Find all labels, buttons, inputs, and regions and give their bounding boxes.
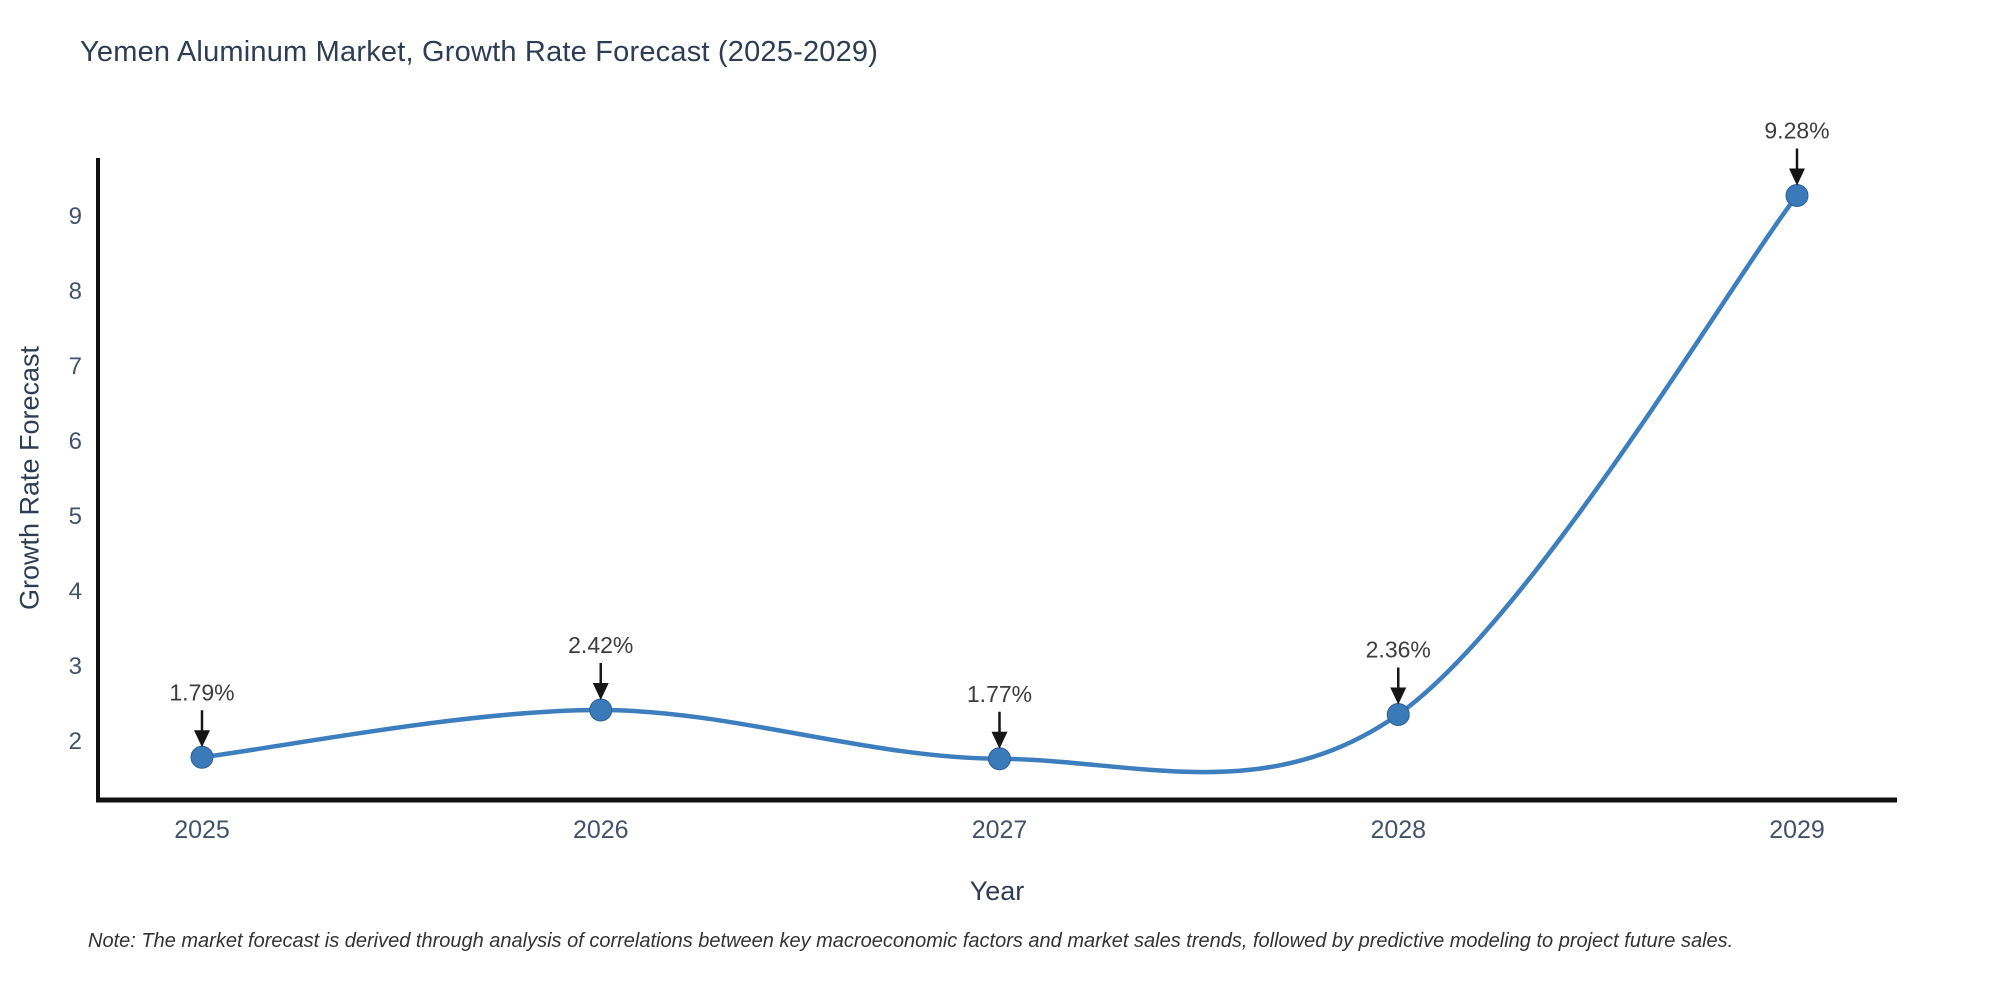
data-point-2027[interactable]: [988, 747, 1011, 771]
annotation-label: 2.36%: [1366, 637, 1431, 663]
x-tick-label: 2027: [972, 816, 1028, 844]
y-tick-label: 8: [69, 278, 82, 305]
x-axis-title: Year: [969, 876, 1025, 906]
data-point-2026[interactable]: [589, 698, 613, 722]
y-tick-label: 4: [69, 578, 82, 605]
data-point-2025[interactable]: [190, 745, 214, 769]
y-tick-label: 7: [69, 353, 82, 380]
data-point-2028[interactable]: [1386, 703, 1410, 726]
annotation-label: 9.28%: [1764, 118, 1829, 144]
annotation-arrow-head: [991, 731, 1008, 749]
series-line: [199, 193, 1800, 775]
y-tick-label: 2: [69, 728, 82, 755]
y-tick-label: 6: [69, 428, 82, 455]
y-tick-label: 5: [69, 503, 82, 530]
annotation-arrow-head: [1789, 168, 1805, 186]
x-tick-label: 2025: [174, 816, 230, 844]
x-tick-label: 2028: [1370, 816, 1426, 844]
chart-title: Yemen Aluminum Market, Growth Rate Forec…: [80, 36, 879, 68]
plot-area[interactable]: [98, 158, 1897, 800]
y-tick-label: 3: [69, 653, 82, 680]
annotation-label: 2.42%: [568, 632, 633, 658]
annotation-label: 1.77%: [967, 681, 1032, 707]
chart-note: Note: The market forecast is derived thr…: [88, 930, 1734, 952]
annotation-label: 1.79%: [169, 679, 234, 705]
x-tick-label: 2029: [1769, 816, 1825, 844]
data-point-2029[interactable]: [1785, 184, 1809, 207]
x-tick-label: 2026: [573, 816, 629, 844]
y-tick-label: 9: [69, 203, 82, 230]
annotation-arrow-head: [592, 683, 609, 700]
annotation-arrow-head: [1390, 687, 1407, 705]
annotation-arrow-head: [194, 730, 210, 748]
